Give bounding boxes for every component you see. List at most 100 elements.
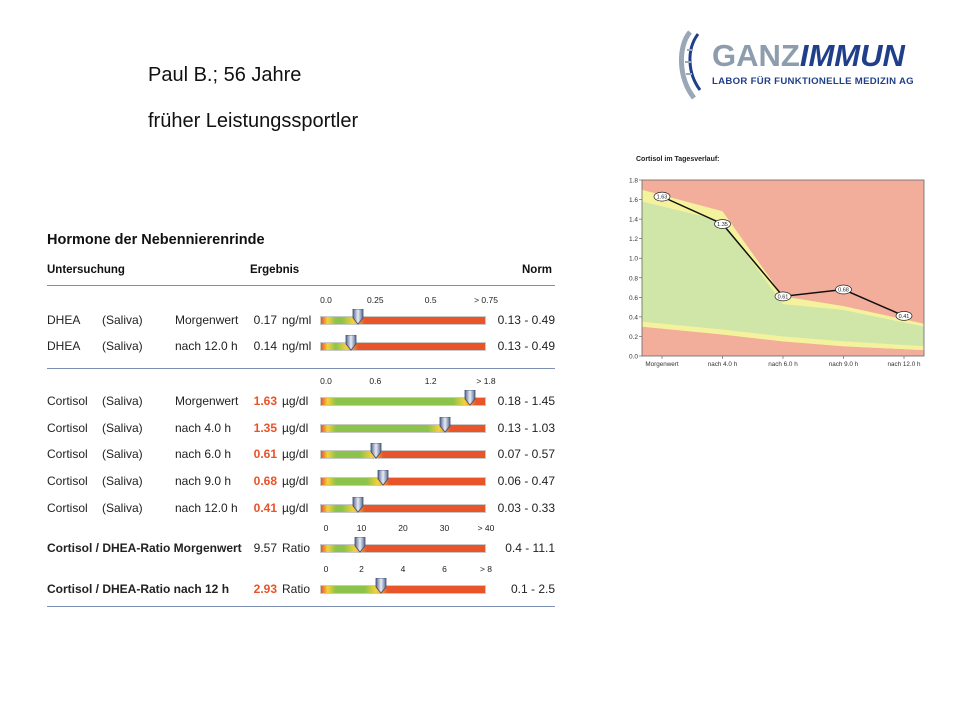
result-unit: ng/ml	[282, 313, 312, 327]
test-name: Cortisol	[47, 501, 88, 515]
result-row: DHEA (Saliva) Morgenwert 0.17 ng/ml 0.13 - 0.…	[47, 313, 555, 329]
value-marker-icon	[375, 578, 387, 594]
test-name: Cortisol	[47, 421, 88, 435]
result-unit: µg/dl	[282, 394, 309, 408]
specimen: (Saliva)	[102, 447, 143, 461]
norm-range: 0.4 - 11.1	[505, 541, 555, 555]
specimen: (Saliva)	[102, 339, 143, 353]
data-point	[714, 219, 731, 229]
value-marker-icon	[354, 537, 366, 553]
x-tick-label: nach 6.0 h	[768, 361, 798, 368]
scale-tick-label: > 40	[477, 523, 495, 533]
group-rule-dhea	[47, 368, 555, 369]
test-name: Cortisol	[47, 394, 88, 408]
sample-time: nach 12.0 h	[175, 339, 238, 353]
header-rule	[47, 285, 555, 286]
header-test: Untersuchung	[47, 264, 125, 276]
result-value: 0.61	[253, 447, 277, 461]
result-value: 2.93	[253, 582, 277, 596]
data-point	[895, 311, 913, 321]
sample-time: Morgenwert	[175, 394, 239, 408]
norm-range: 0.1 - 2.5	[510, 582, 555, 596]
norm-range: 0.13 - 0.49	[497, 313, 555, 327]
y-tick-label: 1.4	[629, 217, 638, 224]
data-label: 0.41	[899, 314, 910, 320]
header-result: Ergebnis	[250, 264, 300, 276]
test-name: Cortisol / DHEA-Ratio Morgenwert	[47, 541, 242, 555]
data-label: 1.35	[717, 222, 728, 228]
y-tick-label: 1.8	[629, 178, 638, 185]
result-row: Cortisol (Saliva) nach 4.0 h 1.35 µg/dl 0.13 …	[47, 421, 555, 437]
test-name: Cortisol	[47, 474, 88, 488]
scale-tick-label: 1.2	[424, 376, 437, 386]
range-bar	[320, 316, 486, 325]
result-unit: µg/dl	[282, 474, 309, 488]
result-row: Cortisol (Saliva) Morgenwert 1.63 µg/dl 0.18 …	[47, 394, 555, 410]
result-unit: Ratio	[282, 582, 311, 596]
range-bar	[320, 424, 486, 433]
norm-range: 0.18 - 1.45	[497, 394, 555, 408]
data-label: 0.68	[838, 288, 849, 294]
norm-range: 0.07 - 0.57	[497, 447, 555, 461]
result-value: 1.63	[253, 394, 277, 408]
scale-tick-label: > 1.8	[476, 376, 496, 386]
logo-tagline: LABOR FÜR FUNKTIONELLE MEDIZIN AG	[712, 76, 914, 87]
result-row: DHEA (Saliva) nach 12.0 h 0.14 ng/ml 0.13 - 0…	[47, 339, 555, 355]
value-marker-icon	[377, 470, 389, 486]
scale-tick-label: 30	[439, 523, 450, 533]
patient-name-age: Paul B.; 56 Jahre	[148, 64, 302, 86]
sample-time: nach 9.0 h	[175, 474, 232, 488]
result-value: 0.41	[253, 501, 277, 515]
y-tick-label: 1.6	[629, 197, 638, 204]
range-bar	[320, 450, 486, 459]
table-bottom-rule	[47, 606, 555, 607]
scale-tick-label: 0	[323, 523, 329, 533]
value-marker-icon	[439, 417, 450, 433]
scale-tick-label: 10	[356, 523, 367, 533]
test-name: DHEA	[47, 339, 81, 353]
result-unit: µg/dl	[282, 447, 309, 461]
result-row: Cortisol (Saliva) nach 12.0 h 0.41 µg/dl 0.03…	[47, 501, 555, 517]
ganzimmun-logo: GANZIMMUN LABOR FÜR FUNKTIONELLE MEDIZIN…	[676, 28, 928, 100]
data-label: 0.61	[778, 294, 789, 300]
result-value: 9.57	[253, 541, 277, 555]
norm-range: 0.06 - 0.47	[497, 474, 555, 488]
range-bar	[320, 477, 486, 486]
data-label: 1.63	[657, 195, 668, 201]
scale-tick-label: 6	[442, 564, 447, 574]
chart-band-green	[642, 201, 924, 347]
specimen: (Saliva)	[102, 394, 143, 408]
range-bar	[320, 397, 486, 406]
y-tick-label: 0.4	[629, 314, 638, 321]
y-tick-label: 1.2	[629, 236, 638, 243]
x-tick-label: nach 4.0 h	[708, 361, 738, 368]
range-bar	[320, 504, 486, 513]
x-tick-label: Morgenwert	[645, 361, 678, 368]
specimen: (Saliva)	[102, 474, 143, 488]
sample-time: nach 4.0 h	[175, 421, 232, 435]
cortisol-scale: 0.0 0.6 1.2 > 1.8	[320, 376, 500, 386]
scale-tick-label: 0.0	[320, 295, 332, 305]
range-bar	[320, 585, 486, 594]
specimen: (Saliva)	[102, 313, 143, 327]
specimen: (Saliva)	[102, 421, 143, 435]
y-tick-label: 0.0	[629, 354, 638, 361]
scale-tick-label: 0.6	[369, 376, 382, 386]
y-tick-label: 1.0	[629, 256, 638, 263]
test-name: Cortisol / DHEA-Ratio nach 12 h	[47, 582, 230, 596]
norm-range: 0.03 - 0.33	[497, 501, 555, 515]
y-tick-label: 0.2	[629, 334, 638, 341]
header-norm: Norm	[522, 264, 553, 276]
chart-title: Cortisol im Tagesverlauf:	[636, 156, 720, 163]
data-point	[774, 291, 792, 302]
sample-time: nach 12.0 h	[175, 501, 238, 515]
dhea-scale: 0.0 0.25 0.5 > 0.75	[320, 295, 500, 305]
scale-tick-label: 0.25	[367, 295, 384, 305]
scale-tick-label: > 0.75	[474, 295, 498, 305]
y-tick-label: 0.8	[629, 275, 638, 282]
data-point	[835, 284, 852, 295]
result-value: 0.14	[253, 339, 277, 353]
logo-wordmark: GANZIMMUN	[712, 38, 905, 73]
test-name: DHEA	[47, 313, 81, 327]
result-value: 1.35	[253, 421, 277, 435]
